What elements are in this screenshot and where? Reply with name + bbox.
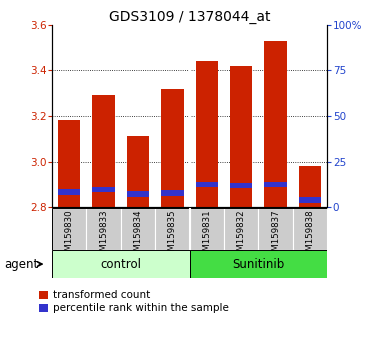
Bar	[52, 208, 86, 250]
Bar	[299, 197, 321, 202]
Text: GSM159830: GSM159830	[65, 209, 74, 262]
Title: GDS3109 / 1378044_at: GDS3109 / 1378044_at	[109, 10, 270, 24]
Text: Sunitinib: Sunitinib	[232, 258, 285, 270]
Bar	[264, 41, 287, 207]
Bar	[86, 208, 121, 250]
Bar	[161, 190, 184, 196]
Bar	[230, 66, 253, 207]
Bar	[52, 250, 190, 278]
Legend: transformed count, percentile rank within the sample: transformed count, percentile rank withi…	[38, 290, 229, 313]
Bar	[258, 208, 293, 250]
Bar	[121, 208, 155, 250]
Text: GSM159832: GSM159832	[237, 209, 246, 262]
Text: GSM159833: GSM159833	[99, 209, 108, 262]
Text: GSM159834: GSM159834	[134, 209, 142, 262]
Text: GSM159837: GSM159837	[271, 209, 280, 262]
Bar	[190, 208, 224, 250]
Bar	[264, 182, 287, 187]
Bar	[161, 88, 184, 207]
Bar	[190, 250, 327, 278]
Bar	[58, 189, 80, 195]
Bar	[92, 96, 115, 207]
Bar	[196, 61, 218, 207]
Text: agent: agent	[4, 258, 38, 270]
Text: control: control	[100, 258, 141, 270]
Bar	[58, 120, 80, 207]
Bar	[293, 208, 327, 250]
Bar	[155, 208, 189, 250]
Bar	[92, 187, 115, 192]
Bar	[127, 191, 149, 197]
Bar	[196, 182, 218, 187]
Bar	[224, 208, 258, 250]
Text: GSM159838: GSM159838	[306, 209, 315, 262]
Bar	[299, 166, 321, 207]
Text: GSM159835: GSM159835	[168, 209, 177, 262]
Text: GSM159831: GSM159831	[202, 209, 211, 262]
Bar	[127, 136, 149, 207]
Bar	[230, 183, 253, 188]
